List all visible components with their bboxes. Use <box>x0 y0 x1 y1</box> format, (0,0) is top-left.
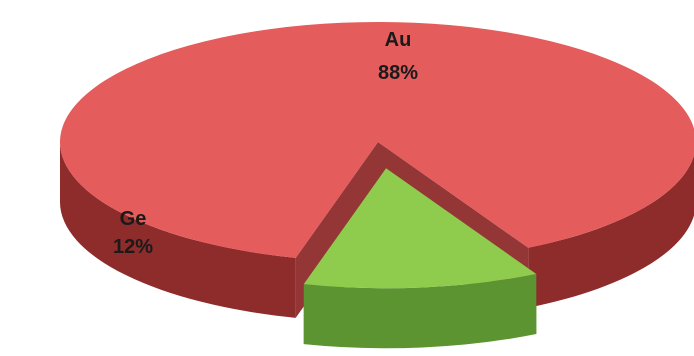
slice-top-ge <box>303 168 537 289</box>
pie-labels: Au 88% Ge 12% <box>113 29 418 258</box>
slice-side-au-1 <box>528 155 694 308</box>
slice-side-au-0 <box>60 142 296 318</box>
slice-name-au: Au <box>385 29 412 51</box>
slice-top-au <box>60 21 694 258</box>
slice-name-ge: Ge <box>120 208 147 230</box>
slice-percent-au: 88% <box>378 62 418 84</box>
slice-percent-ge: 12% <box>113 236 153 258</box>
slice-side-ge-0 <box>303 273 537 349</box>
pie-tops <box>60 21 694 289</box>
